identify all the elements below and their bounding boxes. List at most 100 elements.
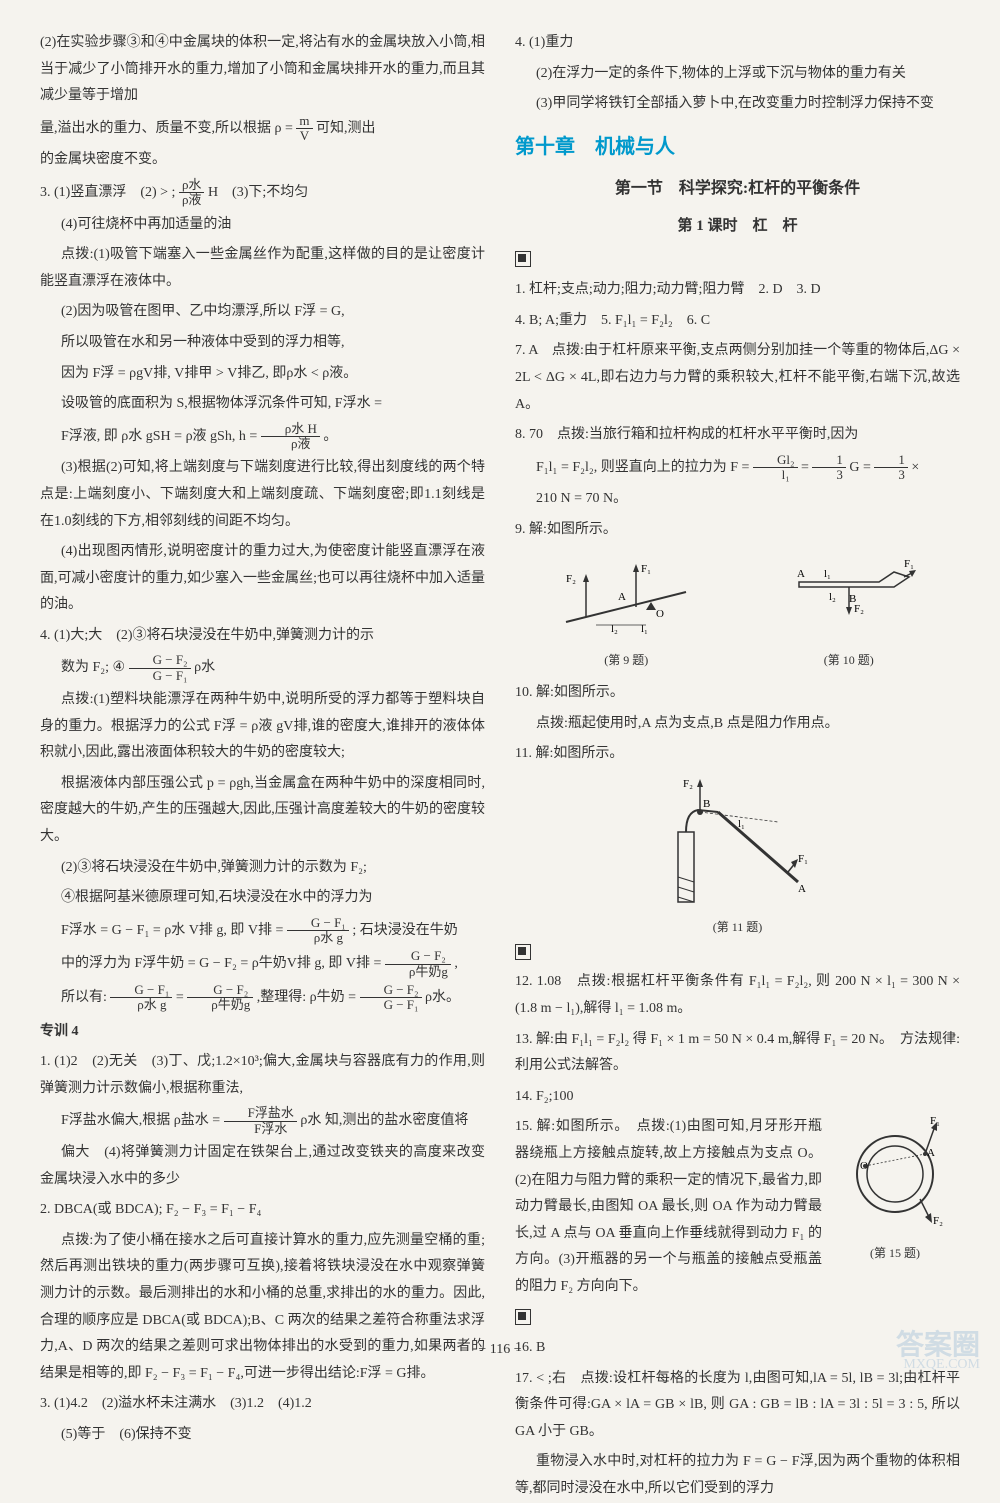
text-line: 4. B; A;重力 5. F₁l₁ = F₂l₂ 6. C [515,308,960,335]
svg-text:F₁: F₁ [930,1115,940,1127]
fraction: 1 3 [874,453,908,483]
text-line: 4. (1)重力 [515,30,960,57]
text-line: (3)根据(2)可知,将上端刻度与下端刻度进行比较,得出刻度线的两个特点是:上端… [40,455,485,535]
text-line: 1. (1)2 (2)无关 (3)丁、戊;1.2×10³;偏大,金属块与容器底有… [40,1049,485,1102]
text-line: 14. F₂;100 [515,1084,960,1111]
text-line: 中的浮力为 F浮牛奶 = G − F₂ = ρ牛奶V排 g, 即 V排 = G … [40,949,485,979]
svg-text:A: A [798,883,806,895]
svg-text:F₁: F₁ [904,558,914,570]
text-line: 3. (1)4.2 (2)溢水杯未注满水 (3)1.2 (4)1.2 [40,1391,485,1418]
fraction: G − F₂ ρ牛奶g [187,983,253,1013]
text-line: 数为 F₂; ④ G − F₂ G − F₁ ρ水 [40,653,485,683]
svg-text:F₂: F₂ [933,1215,943,1227]
lever-diagram-icon: F₁ F₂ A O l₂ l₁ [556,552,696,642]
svg-text:l₁: l₁ [738,818,745,830]
text-line: 设吸管的底面积为 S,根据物体浮沉条件可知, F浮水 = [40,391,485,418]
svg-text:A: A [797,568,805,580]
text-line: F浮液, 即 ρ水 gSH = ρ液 gSh, h = ρ水 H ρ液 。 [40,422,485,452]
subsection-title: 第 1 课时 杠 杆 [515,212,960,241]
text-line: ④根据阿基米德原理可知,石块浸没在水中的浮力为 [40,885,485,912]
section-title: 第一节 科学探究:杠杆的平衡条件 [515,174,960,204]
pump-diagram-icon: B A F₂ F₁ l₁ [648,772,828,912]
figure-caption: (第 15 题) [830,1242,960,1265]
text-line: 4. (1)大;大 (2)③将石块浸没在牛奶中,弹簧测力计的示 [40,623,485,650]
right-column: 4. (1)重力 (2)在浮力一定的条件下,物体的上浮或下沉与物体的重力有关 (… [515,30,960,1348]
text-line: 点拨:为了使小桶在接水之后可直接计算水的重力,应先测量空桶的重;然后再测出铁块的… [40,1228,485,1388]
svg-text:F₂: F₂ [683,778,693,790]
text-line: F₁l₁ = F₂l₂, 则竖直向上的拉力为 F = Gl₂ l₁ = 1 3 … [515,453,960,483]
page-number: − 116 − [478,1342,521,1358]
text-line: 13. 解:由 F₁l₁ = F₂l₂ 得 F₁ × 1 m = 50 N × … [515,1027,960,1080]
opener-diagram-icon: A F₁ B F₂ l₁ l₂ [779,552,919,642]
fraction: G − F₂ ρ牛奶g [385,949,451,979]
left-column: (2)在实验步骤③和④中金属块的体积一定,将沾有水的金属块放入小筒,相当于减少了… [40,30,485,1348]
figure-caption: (第 10 题) [779,649,919,672]
section-heading: 专训 4 [40,1019,485,1046]
text-line: (2)在实验步骤③和④中金属块的体积一定,将沾有水的金属块放入小筒,相当于减少了… [40,30,485,110]
text-line: 根据液体内部压强公式 p = ρgh,当金属盒在两种牛奶中的深度相同时,密度越大… [40,771,485,851]
text-line: 偏大 (4)将弹簧测力计固定在铁架台上,通过改变铁夹的高度来改变金属块浸入水中的… [40,1140,485,1193]
fraction: 1 3 [812,453,846,483]
text-line: 重物浸入水中时,对杠杆的拉力为 F = G − F浮,因为两个重物的体积相等,都… [515,1449,960,1502]
text-line: (3)甲同学将铁钉全部插入萝卜中,在改变重力时控制浮力保持不变 [515,91,960,118]
text-line: 210 N = 70 N。 [515,486,960,513]
text-line: 所以吸管在水和另一种液体中受到的浮力相等, [40,330,485,357]
text-line: F浮水 = G − F₁ = ρ水 V排 g, 即 V排 = G − F₁ ρ水… [40,916,485,946]
fraction: G − F₂ G − F₁ [129,653,191,683]
group-marker [515,247,960,274]
svg-text:l₂: l₂ [829,591,836,603]
text-line: 9. 解:如图所示。 [515,517,960,544]
text-line: 7. A 点拨:由于杠杆原来平衡,支点两侧分别加挂一个等重的物体后,ΔG × 2… [515,338,960,418]
figure-10: A F₁ B F₂ l₁ l₂ (第 10 题) [779,552,919,673]
fraction: Gl₂ l₁ [753,453,798,483]
figure-15: O A F₁ F₂ (第 15 题) [830,1114,960,1265]
text-line: 量,溢出水的重力、质量不变,所以根据 ρ = m V 可知,测出 [40,114,485,144]
bottle-opener-diagram-icon: O A F₁ F₂ [835,1114,955,1234]
svg-text:F₂: F₂ [566,573,576,585]
fraction: F浮盐水 F浮水 [224,1106,297,1136]
svg-text:F₁: F₁ [798,853,808,865]
svg-text:A: A [618,591,626,603]
text-line: 点拨:瓶起使用时,A 点为支点,B 点是阻力作用点。 [515,711,960,738]
text-line: (2)在浮力一定的条件下,物体的上浮或下沉与物体的重力有关 [515,61,960,88]
svg-text:F₁: F₁ [641,563,651,575]
text-line: 所以有: G − F₁ ρ水 g = G − F₂ ρ牛奶g ,整理得: ρ牛奶… [40,983,485,1013]
figure-9: F₁ F₂ A O l₂ l₁ (第 9 题) [556,552,696,673]
figure-caption: (第 11 题) [515,916,960,939]
text-line: (2)因为吸管在图甲、乙中均漂浮,所以 F浮 = G, [40,299,485,326]
text-line: F浮盐水偏大,根据 ρ盐水 = F浮盐水 F浮水 ρ水 知,测出的盐水密度值将 [40,1106,485,1136]
text-line: (2)③将石块浸没在牛奶中,弹簧测力计的示数为 F₂; [40,855,485,882]
svg-text:B: B [703,798,710,810]
fraction: G − F₁ ρ水 g [287,916,349,946]
text-line: 因为 F浮 = ρgV排, V排甲 > V排乙, 即ρ水 < ρ液。 [40,361,485,388]
figure-11: B A F₂ F₁ l₁ (第 11 题) [515,772,960,939]
text-line: 8. 70 点拨:当旅行箱和拉杆构成的杠杆水平平衡时,因为 [515,422,960,449]
diagram-row: F₁ F₂ A O l₂ l₁ (第 9 题) A [515,552,960,673]
text-line: 点拨:(1)吸管下端塞入一些金属丝作为配重,这样做的目的是让密度计能竖直漂浮在液… [40,242,485,295]
text-line: (4)可往烧杯中再加适量的油 [40,212,485,239]
text-line: (4)出现图丙情形,说明密度计的重力过大,为使密度计能竖直漂浮在液面,可减小密度… [40,539,485,619]
figure-caption: (第 9 题) [556,649,696,672]
text-line: 12. 1.08 点拨:根据杠杆平衡条件有 F₁l₁ = F₂l₂, 则 200… [515,969,960,1022]
text-line: (5)等于 (6)保持不变 [40,1422,485,1449]
svg-text:A: A [927,1147,935,1159]
fraction: m V [296,114,312,144]
fraction: ρ水 ρ液 [179,178,205,208]
svg-text:F₂: F₂ [854,603,864,615]
svg-text:l₁: l₁ [824,568,831,580]
svg-text:O: O [656,608,664,620]
text-line: 3. (1)竖直漂浮 (2) > ; ρ水 ρ液 H (3)下;不均匀 [40,178,485,208]
group-marker [515,1305,960,1332]
text-line: 的金属块密度不变。 [40,147,485,174]
page-container: (2)在实验步骤③和④中金属块的体积一定,将沾有水的金属块放入小筒,相当于减少了… [40,30,960,1348]
fraction: G − F₁ ρ水 g [110,983,172,1013]
fraction: ρ水 H ρ液 [261,422,320,452]
group-marker [515,939,960,966]
text-line: 2. DBCA(或 BDCA); F₂ − F₃ = F₁ − F₄ [40,1197,485,1224]
text-line: 1. 杠杆;支点;动力;阻力;动力臂;阻力臂 2. D 3. D [515,277,960,304]
text-line: 10. 解:如图所示。 [515,680,960,707]
text-line: 16. B [515,1335,960,1362]
chapter-title: 第十章 机械与人 [515,128,960,166]
text-line: 点拨:(1)塑料块能漂浮在两种牛奶中,说明所受的浮力都等于塑料块自身的重力。根据… [40,687,485,767]
text-line: 11. 解:如图所示。 [515,741,960,768]
